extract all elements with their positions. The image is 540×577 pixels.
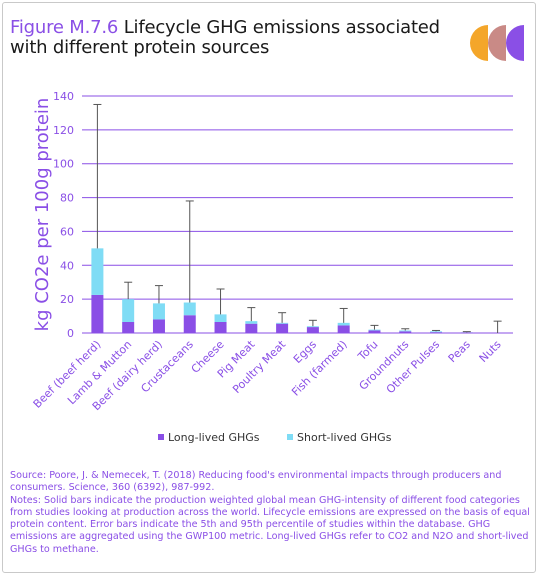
bar-long-lived bbox=[399, 331, 412, 333]
bar-long-lived bbox=[276, 323, 289, 333]
logo-icon bbox=[470, 25, 524, 61]
bar-long-lived bbox=[368, 330, 381, 333]
y-tick-label: 20 bbox=[60, 293, 74, 306]
bar-long-lived bbox=[245, 323, 258, 333]
notes: Source: Poore, J. & Nemecek, T. (2018) R… bbox=[10, 470, 530, 556]
figure-number: Figure M.7.6 bbox=[10, 17, 119, 38]
bar-long-lived bbox=[122, 321, 135, 333]
bar-short-lived bbox=[276, 322, 289, 324]
bar-short-lived bbox=[399, 330, 412, 332]
legend-swatch-long-lived bbox=[158, 434, 164, 440]
bar-short-lived bbox=[430, 331, 443, 333]
y-axis-label: kg CO2e per 100g protein bbox=[32, 98, 53, 332]
bar-short-lived bbox=[306, 326, 319, 328]
y-tick-label: 120 bbox=[53, 124, 74, 137]
x-tick-label: Peas bbox=[446, 338, 473, 365]
y-tick-label: 60 bbox=[60, 225, 74, 238]
bar-short-lived bbox=[337, 322, 350, 326]
figure-title-text: Lifecycle GHG emissions associated with … bbox=[10, 17, 440, 58]
bar-long-lived bbox=[460, 332, 473, 333]
y-tick-label: 0 bbox=[67, 327, 74, 340]
bar-short-lived bbox=[183, 302, 196, 316]
bar-short-lived bbox=[152, 303, 165, 320]
bar-long-lived bbox=[183, 315, 196, 333]
bar-short-lived bbox=[368, 329, 381, 331]
y-tick-label: 80 bbox=[60, 192, 74, 205]
bar-short-lived bbox=[122, 299, 135, 322]
y-tick-label: 100 bbox=[53, 158, 74, 171]
bar-long-lived bbox=[306, 327, 319, 333]
method-note: Notes: Solid bars indicate the productio… bbox=[10, 494, 530, 555]
x-tick-label: Nuts bbox=[477, 338, 504, 365]
legend-swatch-short-lived bbox=[287, 434, 294, 440]
bar-long-lived bbox=[152, 319, 165, 333]
legend-label-short-lived: Short-lived GHGs bbox=[297, 430, 392, 444]
y-tick-label: 40 bbox=[60, 259, 74, 272]
x-tick-label: Tofu bbox=[355, 338, 381, 364]
legend-label-long-lived: Long-lived GHGs bbox=[168, 430, 260, 444]
y-tick-label: 140 bbox=[53, 90, 74, 103]
source-note: Source: Poore, J. & Nemecek, T. (2018) R… bbox=[10, 470, 502, 494]
legend-item-short-lived: Short-lived GHGs bbox=[287, 431, 391, 444]
bar-short-lived bbox=[245, 321, 258, 324]
x-tick-label: Fish (farmed) bbox=[289, 338, 350, 399]
bar-long-lived bbox=[430, 332, 443, 333]
bar-short-lived bbox=[214, 314, 227, 322]
bar-long-lived bbox=[91, 294, 104, 333]
bar-long-lived bbox=[214, 321, 227, 333]
bar-long-lived bbox=[337, 325, 350, 333]
legend: Long-lived GHGs Short-lived GHGs bbox=[158, 430, 415, 444]
figure-title: Figure M.7.6 Lifecycle GHG emissions ass… bbox=[10, 18, 460, 58]
legend-item-long-lived: Long-lived GHGs bbox=[158, 431, 260, 444]
bar-short-lived bbox=[91, 248, 104, 295]
x-tick-label: Eggs bbox=[291, 338, 319, 366]
figure-frame bbox=[2, 2, 536, 573]
